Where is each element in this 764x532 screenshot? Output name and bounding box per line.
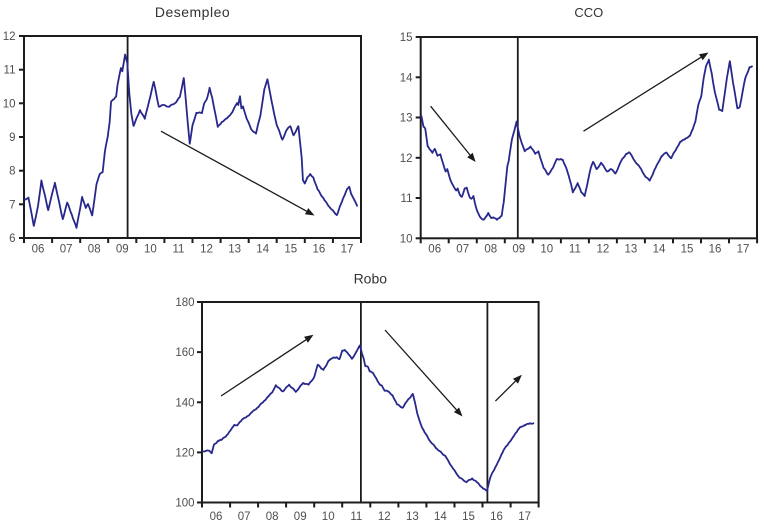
svg-text:12: 12: [378, 511, 391, 523]
svg-text:160: 160: [175, 347, 194, 359]
svg-text:14: 14: [256, 244, 269, 256]
svg-text:07: 07: [60, 244, 73, 256]
svg-text:12: 12: [597, 244, 610, 256]
svg-text:16: 16: [313, 244, 326, 256]
svg-text:07: 07: [238, 511, 251, 523]
svg-text:14: 14: [653, 244, 666, 256]
svg-text:06: 06: [210, 511, 223, 523]
svg-text:CCO: CCO: [574, 5, 603, 20]
svg-text:08: 08: [88, 244, 101, 256]
svg-text:17: 17: [518, 511, 531, 523]
svg-text:08: 08: [266, 511, 279, 523]
svg-text:14: 14: [400, 72, 413, 84]
svg-text:15: 15: [400, 32, 413, 44]
svg-text:07: 07: [456, 244, 469, 256]
svg-text:120: 120: [175, 447, 194, 459]
svg-text:13: 13: [406, 511, 419, 523]
svg-text:11: 11: [401, 193, 413, 205]
svg-text:Desempleo: Desempleo: [155, 4, 230, 20]
svg-text:10: 10: [144, 244, 157, 256]
svg-text:06: 06: [428, 244, 441, 256]
svg-text:100: 100: [175, 498, 194, 510]
svg-text:7: 7: [9, 199, 15, 211]
svg-text:13: 13: [400, 113, 413, 125]
svg-text:14: 14: [434, 511, 447, 523]
svg-text:11: 11: [350, 511, 362, 523]
svg-text:12: 12: [200, 244, 213, 256]
svg-text:Robo: Robo: [354, 271, 388, 287]
svg-text:17: 17: [341, 244, 354, 256]
svg-text:10: 10: [322, 511, 335, 523]
svg-text:8: 8: [9, 166, 15, 178]
svg-text:11: 11: [4, 65, 16, 77]
svg-text:16: 16: [490, 511, 503, 523]
svg-text:08: 08: [484, 244, 497, 256]
svg-text:10: 10: [3, 98, 16, 110]
svg-text:09: 09: [512, 244, 525, 256]
svg-text:11: 11: [173, 244, 185, 256]
svg-text:15: 15: [681, 244, 694, 256]
svg-text:17: 17: [737, 244, 750, 256]
svg-text:09: 09: [116, 244, 129, 256]
svg-text:06: 06: [32, 244, 45, 256]
svg-text:09: 09: [294, 511, 307, 523]
svg-text:9: 9: [9, 132, 15, 144]
svg-text:10: 10: [540, 244, 553, 256]
svg-text:12: 12: [3, 31, 16, 43]
svg-text:15: 15: [462, 511, 475, 523]
svg-text:13: 13: [625, 244, 638, 256]
svg-text:140: 140: [175, 397, 194, 409]
svg-text:6: 6: [9, 233, 15, 245]
svg-text:11: 11: [569, 244, 581, 256]
svg-text:15: 15: [284, 244, 297, 256]
svg-text:180: 180: [175, 297, 194, 309]
svg-text:10: 10: [400, 233, 413, 245]
svg-text:12: 12: [400, 153, 413, 165]
svg-text:13: 13: [228, 244, 241, 256]
svg-text:16: 16: [709, 244, 722, 256]
